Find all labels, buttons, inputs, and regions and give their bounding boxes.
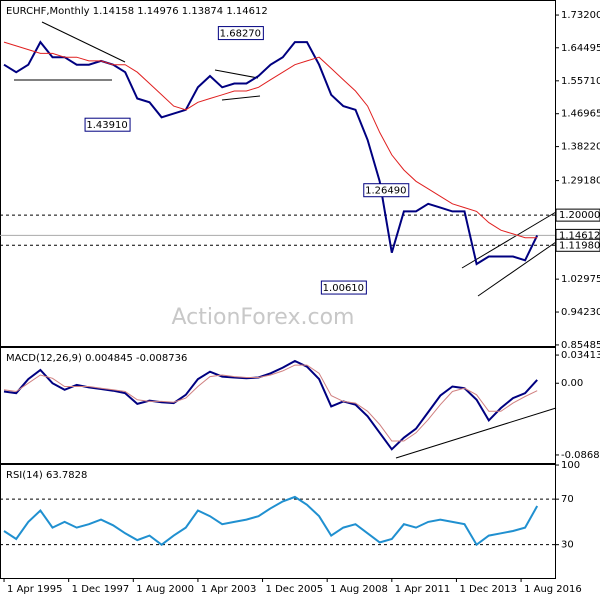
macd-panel: [0, 347, 556, 464]
trend-line: [41, 21, 126, 63]
annotation-box: [217, 26, 264, 41]
y-tick-label: 1.02975: [561, 274, 600, 285]
y-tick-label: 0.034137: [561, 350, 600, 361]
annotation-box: [320, 280, 367, 295]
y-tick-label: 0.94230: [561, 307, 600, 318]
y-tick-label: 1.46965: [561, 109, 600, 120]
rsi-panel: [0, 464, 556, 579]
price-panel: [0, 0, 556, 347]
level-label: 1.20000: [559, 210, 600, 221]
x-tick-label: 1 Aug 2016: [524, 584, 582, 595]
series-line: [3, 359, 538, 451]
annotation-box: [84, 117, 131, 132]
y-tick-label: 1.64495: [561, 43, 600, 54]
triangle-line: [214, 69, 259, 79]
panel-title: MACD(12,26,9) 0.004845 -0.008736: [6, 353, 187, 364]
annotation-label: 1.43910: [86, 120, 127, 131]
y-tick-label: 1.38220: [561, 142, 600, 153]
channel-line: [461, 211, 557, 269]
level-label: 1.11980: [559, 240, 600, 251]
annotation-label: 1.68270: [220, 29, 261, 40]
annotation-label: 1.26490: [365, 186, 406, 197]
macd-trend-line: [395, 407, 557, 459]
level-label: 1.14612: [559, 230, 600, 241]
x-tick-label: 1 Aug 2000: [136, 584, 194, 595]
y-tick-label: 0.00: [561, 378, 583, 389]
x-tick-label: 1 Apr 2011: [395, 584, 450, 595]
level-box: [555, 208, 600, 222]
y-tick-label: 1.55710: [561, 76, 600, 87]
y-tick-label: 30: [561, 540, 574, 551]
x-tick-label: 1 Aug 2008: [330, 584, 388, 595]
panel-title: RSI(14) 63.7828: [6, 470, 87, 481]
y-tick-label: 1.73200: [561, 10, 600, 21]
x-tick-label: 1 Apr 1995: [7, 584, 62, 595]
series-line: [3, 495, 539, 547]
annotation-label: 1.00610: [323, 283, 364, 294]
channel-line: [477, 241, 557, 297]
y-tick-label: -0.086849: [561, 450, 600, 461]
x-tick-label: 1 Dec 1997: [72, 584, 130, 595]
series-line: [3, 364, 538, 442]
y-tick-label: 70: [561, 494, 574, 505]
annotation-box: [363, 183, 410, 198]
y-tick-label: 100: [561, 460, 580, 471]
x-tick-label: 1 Dec 2013: [459, 584, 517, 595]
x-tick-label: 1 Dec 2005: [266, 584, 324, 595]
y-tick-label: 0.85485: [561, 340, 600, 351]
y-tick-label: 1.29180: [561, 176, 600, 187]
watermark: ActionForex.com: [172, 305, 355, 330]
level-box: [555, 238, 600, 252]
series-line: [3, 40, 539, 266]
panel-title: EURCHF,Monthly 1.14158 1.14976 1.13874 1…: [6, 6, 268, 17]
triangle-line: [221, 95, 261, 101]
series-line: [3, 41, 538, 239]
x-tick-label: 1 Apr 2003: [201, 584, 256, 595]
